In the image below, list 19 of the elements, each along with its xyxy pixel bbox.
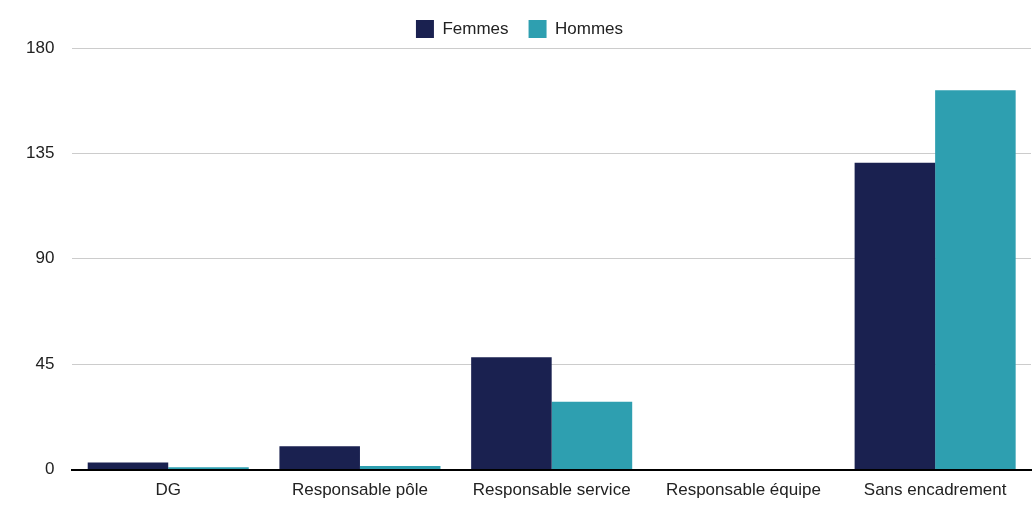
bar xyxy=(551,401,633,470)
legend-label: Femmes xyxy=(442,18,509,38)
bar xyxy=(471,357,552,470)
y-tick-label: 90 xyxy=(35,248,55,268)
y-tick-label: 180 xyxy=(25,37,55,57)
bar xyxy=(854,162,936,470)
x-tick-label: Sans encadrement xyxy=(863,480,1007,500)
y-tick-label: 0 xyxy=(44,459,55,479)
legend-label: Hommes xyxy=(555,18,624,38)
y-tick-label: 45 xyxy=(35,353,55,373)
x-tick-label: Responsable équipe xyxy=(665,480,821,500)
bar xyxy=(935,90,1016,470)
bar xyxy=(87,462,169,470)
x-tick-label: Responsable service xyxy=(472,480,631,500)
x-tick-label: Responsable pôle xyxy=(291,480,429,500)
x-tick-label: DG xyxy=(155,480,181,500)
bar xyxy=(279,446,360,470)
bar xyxy=(359,466,441,470)
y-tick-label: 135 xyxy=(25,143,55,163)
